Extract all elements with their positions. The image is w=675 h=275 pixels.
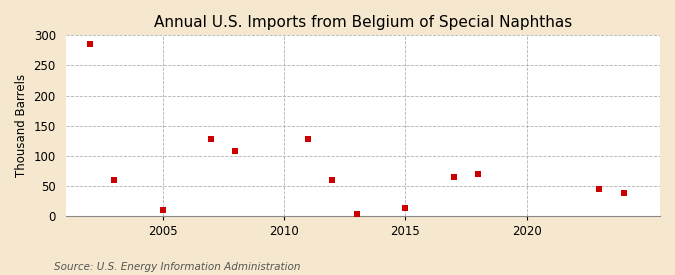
Point xyxy=(303,137,314,141)
Point xyxy=(327,178,338,182)
Point xyxy=(400,205,410,210)
Point xyxy=(351,212,362,216)
Point xyxy=(157,208,168,212)
Point xyxy=(206,137,217,141)
Text: Source: U.S. Energy Information Administration: Source: U.S. Energy Information Administ… xyxy=(54,262,300,272)
Point xyxy=(109,178,119,182)
Y-axis label: Thousand Barrels: Thousand Barrels xyxy=(15,74,28,177)
Point xyxy=(230,149,241,153)
Title: Annual U.S. Imports from Belgium of Special Naphthas: Annual U.S. Imports from Belgium of Spec… xyxy=(154,15,572,30)
Point xyxy=(84,42,95,46)
Point xyxy=(472,172,483,176)
Point xyxy=(618,191,629,195)
Point xyxy=(594,187,605,192)
Point xyxy=(448,175,459,179)
